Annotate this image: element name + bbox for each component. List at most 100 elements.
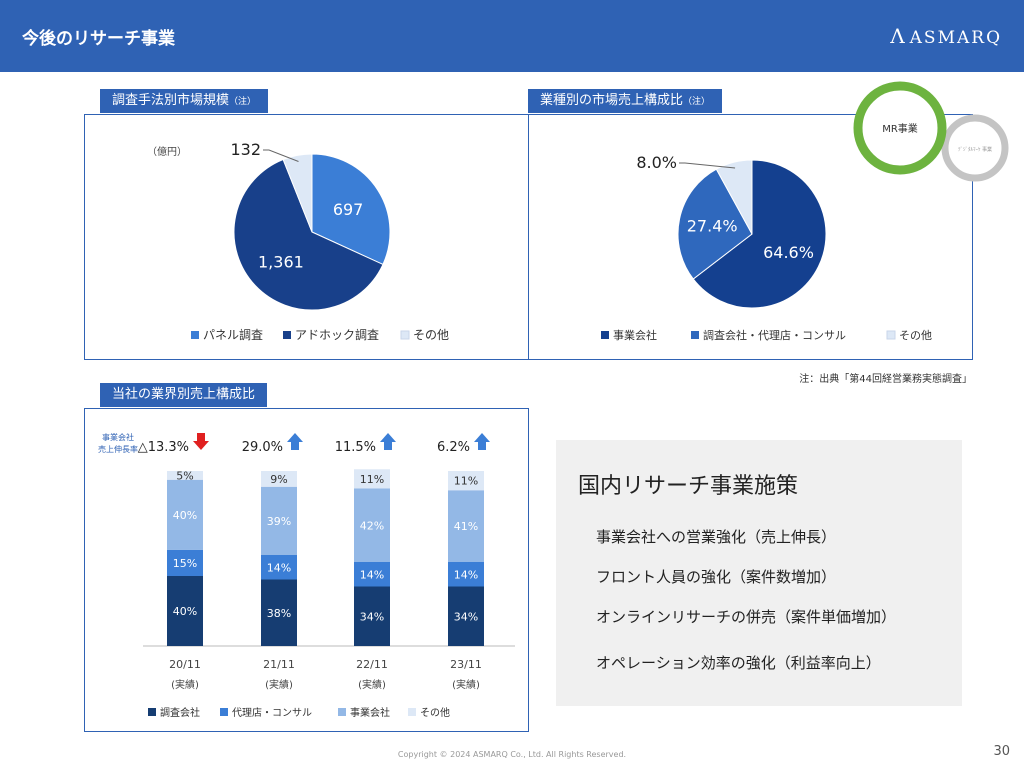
- bar-segment: [261, 486, 297, 555]
- pie-slice: [677, 168, 753, 280]
- legend-label: 事業会社: [613, 328, 657, 342]
- market-size-tab: 調査手法別市場規模（注）: [100, 89, 269, 113]
- pie-leader-line: [679, 162, 736, 169]
- legend-swatch: [400, 330, 410, 340]
- x-tick-label: 23/11: [450, 658, 482, 671]
- legend-label: 調査会社・代理店・コンサル: [703, 328, 846, 342]
- bar-value-label: 38%: [267, 607, 291, 620]
- arrow-up-icon: [380, 433, 396, 450]
- bar-value-label: 15%: [173, 557, 197, 570]
- pie-slice: [282, 153, 313, 233]
- pie-slice: [692, 159, 827, 309]
- x-tick-label: 21/11: [263, 658, 295, 671]
- market-size-tab-note: （注）: [229, 97, 257, 107]
- page-title: 今後のリサーチ事業: [22, 29, 175, 49]
- mr-badge-text: MR事業: [882, 122, 918, 135]
- bar-value-label: 14%: [454, 568, 478, 581]
- x-tick-note: (実績): [358, 678, 386, 691]
- bar-value-label: 40%: [173, 509, 197, 522]
- bar-value-label: 42%: [360, 519, 384, 532]
- bar-segment: [448, 562, 484, 587]
- bar-value-label: 34%: [360, 610, 384, 623]
- copyright: Copyright © 2024 ASMARQ Co., Ltd. All Ri…: [397, 750, 627, 759]
- market-size-tab-label: 調査手法別市場規模: [112, 93, 230, 108]
- bar-value-label: 14%: [360, 568, 384, 581]
- industry-share-tab-label: 業種別の市場売上構成比: [540, 93, 684, 108]
- legend-swatch: [408, 708, 416, 716]
- measures-title: 国内リサーチ事業施策: [578, 474, 799, 499]
- x-tick-label: 20/11: [169, 658, 201, 671]
- bar-segment: [261, 471, 297, 487]
- pie-value-label: 1,361: [258, 253, 304, 272]
- growth-rate-label: 6.2%: [437, 440, 470, 455]
- legend-label: アドホック調査: [295, 328, 379, 342]
- x-tick-note: (実績): [265, 678, 293, 691]
- bar-value-label: 40%: [173, 605, 197, 618]
- logo-text: ASMARQ: [909, 28, 1002, 48]
- bar-value-label: 14%: [267, 561, 291, 574]
- bar-segment: [354, 488, 390, 562]
- pie-slice: [311, 153, 391, 266]
- pie-value-label: 64.6%: [763, 243, 814, 262]
- bar-segment: [167, 576, 203, 646]
- bar-value-label: 39%: [267, 515, 291, 528]
- unit-label: （億円）: [147, 145, 187, 158]
- industry-share-tab-note: （注）: [683, 97, 711, 107]
- bar-segment: [354, 586, 390, 646]
- bar-value-label: 11%: [454, 475, 478, 488]
- pie-value-label: 132: [230, 140, 261, 159]
- logo-mark-icon: Λ: [890, 24, 907, 48]
- industry-share-tab: 業種別の市場売上構成比（注）: [528, 89, 723, 113]
- legend-swatch: [191, 331, 199, 339]
- industry-share-panel: 64.6% 27.4% 8.0% 事業会社 調査会社・代理店・コンサル その他: [528, 114, 973, 360]
- digital-badge-ring: [941, 114, 1009, 182]
- pie-value-label: 8.0%: [636, 153, 677, 172]
- bar-segment: [167, 479, 203, 550]
- domestic-measures-box: 国内リサーチ事業施策 事業会社への営業強化（売上伸長） フロント人員の強化（案件…: [556, 440, 962, 706]
- bar-segment: [448, 471, 484, 491]
- growth-axis-label: 事業会社: [102, 432, 134, 442]
- measure-item: フロント人員の強化（案件数増加）: [596, 568, 837, 586]
- legend-swatch: [886, 330, 896, 340]
- company-sales-panel: 事業会社 売上伸長率 40% 15% 40% 5% 20/11 (実績) △13.3% 38% 14…: [84, 408, 529, 732]
- digital-badge-text: ﾃﾞｼﾞﾀﾙﾏｰｹ 事業: [958, 146, 992, 153]
- bar-segment: [261, 555, 297, 580]
- x-tick-note: (実績): [452, 678, 480, 691]
- company-sales-bar-chart: 事業会社売上伸長率40%15%40%5%20/11(実績)△13.3%38%14…: [98, 432, 515, 719]
- legend-label: その他: [420, 706, 450, 719]
- measure-item: オペレーション効率の強化（利益率向上）: [596, 654, 881, 672]
- growth-rate-label: △13.3%: [138, 440, 189, 455]
- arrow-up-icon: [287, 433, 303, 450]
- legend-label: 調査会社: [160, 706, 200, 719]
- pie-value-label: 27.4%: [687, 217, 738, 236]
- arrow-down-icon: [193, 433, 209, 450]
- legend-label: パネル調査: [203, 328, 263, 342]
- market-size-panel: （億円） 697 1,361 132 パネル調査 アドホック調査 その他: [84, 114, 529, 360]
- bar-segment: [448, 586, 484, 646]
- business-badges: ﾃﾞｼﾞﾀﾙﾏｰｹ 事業 MR事業: [853, 81, 1009, 182]
- bar-segment: [261, 579, 297, 646]
- measure-item: オンラインリサーチの併売（案件単価増加）: [596, 608, 897, 626]
- growth-rate-label: 29.0%: [242, 440, 283, 455]
- legend-swatch: [601, 331, 609, 339]
- bar-value-label: 5%: [176, 469, 193, 482]
- bar-value-label: 11%: [360, 473, 384, 486]
- bar-segment: [167, 471, 203, 480]
- industry-share-pie-chart: 64.6% 27.4% 8.0% 事業会社 調査会社・代理店・コンサル その他: [601, 153, 932, 342]
- pie-leader-line: [263, 149, 299, 162]
- company-sales-tab-label: 当社の業界別売上構成比: [112, 387, 256, 402]
- legend-label: 事業会社: [350, 706, 390, 719]
- measure-item: 事業会社への営業強化（売上伸長）: [596, 528, 837, 546]
- bar-value-label: 9%: [270, 473, 287, 486]
- legend-label: 代理店・コンサル: [232, 706, 312, 719]
- growth-axis-label: 売上伸長率: [98, 444, 138, 454]
- pie-slice: [233, 158, 384, 311]
- bar-segment: [354, 469, 390, 489]
- mr-badge-ring: [853, 81, 947, 175]
- legend-swatch: [220, 708, 228, 716]
- legend-label: その他: [413, 328, 449, 342]
- source-note: 注：出典「第44回経営業務実態調査」: [799, 374, 972, 385]
- pie-value-label: 697: [333, 200, 364, 219]
- company-sales-tab: 当社の業界別売上構成比: [100, 383, 268, 407]
- bar-segment: [167, 549, 203, 576]
